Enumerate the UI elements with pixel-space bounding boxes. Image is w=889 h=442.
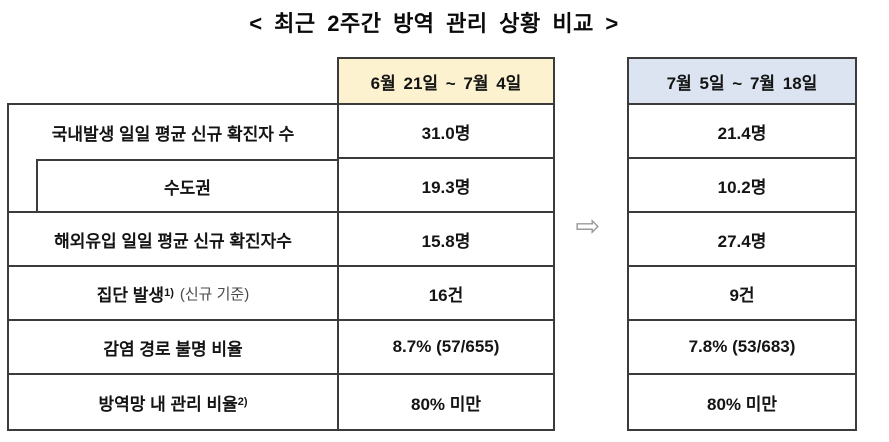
table-row: 국내발생 일일 평균 신규 확진자 수 31.0명 — [9, 105, 553, 159]
period1-value-cell: 19.3명 — [339, 159, 553, 213]
row-label-cell: 감염 경로 불명 비율 — [9, 321, 339, 375]
row-label-cell: 해외유입 일일 평균 신규 확진자수 — [9, 213, 339, 267]
period2-header: 7월 5일 ~ 7월 18일 — [627, 57, 857, 105]
right-arrow-icon: ⇨ — [575, 209, 601, 243]
period2-value-cell: 7.8% (53/683) — [629, 321, 855, 375]
period1-header: 6월 21일 ~ 7월 4일 — [337, 57, 555, 105]
period1-value-cell: 16건 — [339, 267, 553, 321]
row-label-cell: 수도권 — [9, 159, 339, 213]
table-row: 해외유입 일일 평균 신규 확진자수 15.8명 — [9, 213, 553, 267]
period2-value-cell: 27.4명 — [629, 213, 855, 267]
page-title: < 최근 2주간 방역 관리 상황 비교 > — [249, 11, 619, 36]
period2-value-cell: 80% 미만 — [706, 394, 778, 414]
period2-value-cell: 9건 — [629, 267, 855, 321]
row-note: (신규 기준) — [179, 285, 250, 303]
row-label: 방역망 내 관리 비율 — [98, 394, 238, 414]
table-row: 집단 발생 1) (신규 기준) 16건 — [9, 267, 553, 321]
period1-value-cell: 8.7% (57/655) — [339, 321, 553, 375]
row-label: 국내발생 일일 평균 신규 확진자 수 — [51, 124, 295, 144]
row-label-cell: 국내발생 일일 평균 신규 확진자 수 — [9, 105, 339, 159]
row-label: 수도권 — [164, 178, 211, 198]
row-label: 감염 경로 불명 비율 — [103, 339, 243, 359]
period1-value-cell: 80% 미만 — [410, 394, 482, 414]
period2-value-cell: 10.2명 — [629, 159, 855, 213]
period1-value-cell: 31.0명 — [339, 105, 553, 159]
period2-value-cell: 21.4명 — [629, 105, 855, 159]
row-label-cell: 집단 발생 1) (신규 기준) — [9, 267, 339, 321]
row-label-cell: 방역망 내 관리 비율 2) — [9, 375, 339, 429]
nested-subrow-box: 수도권 — [36, 159, 337, 211]
period1-table: 국내발생 일일 평균 신규 확진자 수 31.0명 수도권 19.3명 해외유입… — [7, 103, 555, 431]
table-row: 방역망 내 관리 비율 2) 80% 미만 — [9, 375, 553, 429]
period2-table: 21.4명 10.2명 27.4명 9건 7.8% (53/683) 80% 미… — [627, 103, 857, 431]
table-row: 수도권 19.3명 — [9, 159, 553, 213]
row-label: 해외유입 일일 평균 신규 확진자수 — [54, 231, 292, 251]
table-row: 감염 경로 불명 비율 8.7% (57/655) — [9, 321, 553, 375]
row-label: 집단 발생 — [96, 285, 165, 305]
period1-value-cell: 15.8명 — [339, 213, 553, 267]
